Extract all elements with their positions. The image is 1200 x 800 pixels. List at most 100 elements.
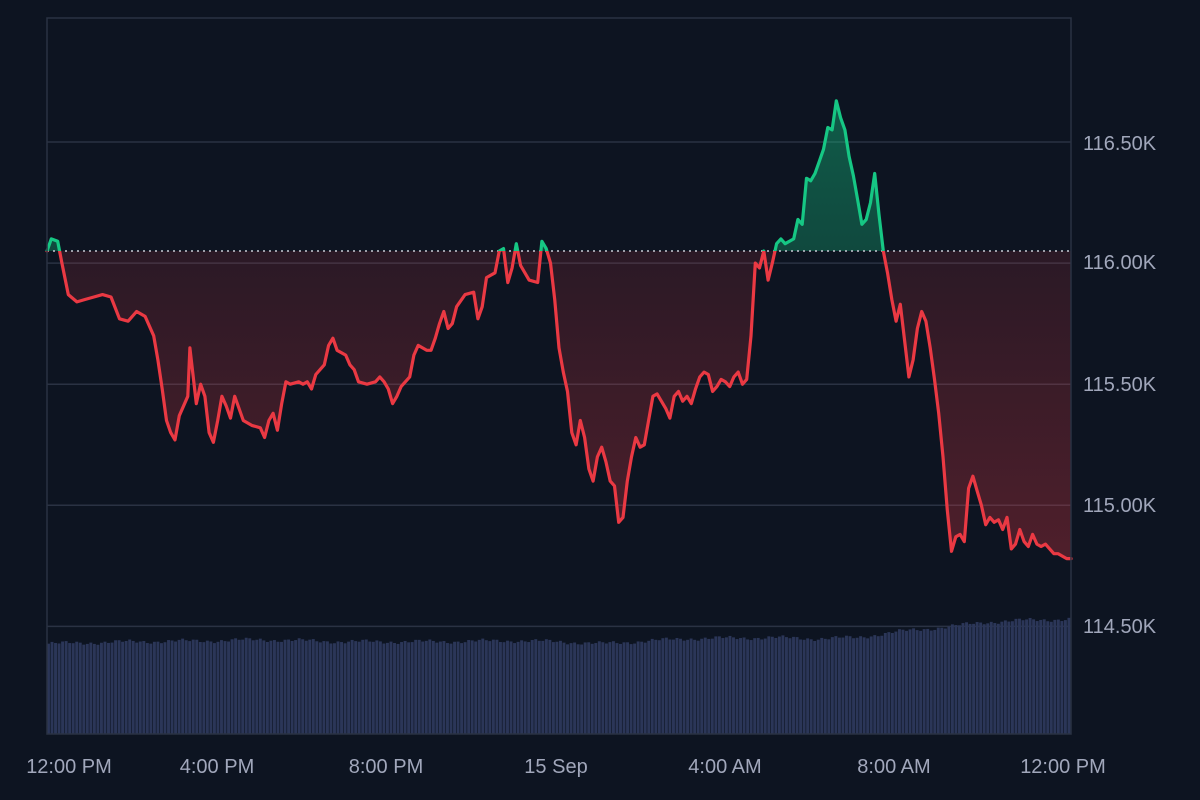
- volume-bar: [926, 628, 930, 734]
- volume-bar: [361, 639, 365, 734]
- volume-bar: [788, 638, 792, 734]
- volume-bar: [124, 640, 128, 734]
- volume-bar: [703, 637, 707, 734]
- volume-bar: [661, 638, 665, 734]
- volume-bar: [280, 641, 283, 734]
- volume-bar: [138, 641, 142, 734]
- volume-bar: [735, 639, 739, 734]
- volume-bar: [357, 641, 361, 734]
- volume-bar: [135, 642, 139, 734]
- x-axis: 12:00 PM 4:00 PM 8:00 PM 15 Sep 4:00 AM …: [26, 756, 1106, 778]
- volume-bar: [92, 643, 96, 734]
- volume-bar: [371, 641, 375, 734]
- volume-bar: [958, 625, 961, 734]
- area-above-baseline: [47, 100, 884, 251]
- volume-bar: [453, 641, 456, 734]
- volume-bar: [400, 642, 404, 734]
- volume-bar: [852, 638, 856, 734]
- volume-bar: [700, 638, 704, 734]
- volume-bar: [562, 642, 566, 734]
- volume-bar: [78, 642, 82, 734]
- volume-bar: [855, 637, 859, 734]
- volume-bar: [848, 636, 852, 734]
- volume-bar: [756, 637, 760, 734]
- volume-bar: [375, 640, 379, 734]
- volume-bar: [435, 642, 439, 734]
- volume-bar: [961, 623, 965, 734]
- volume-bar: [1028, 617, 1032, 734]
- volume-bar: [590, 643, 594, 734]
- volume-bar: [1032, 619, 1036, 734]
- volume-bar: [830, 637, 834, 734]
- volume-bar: [640, 641, 644, 734]
- volume-bar: [784, 637, 788, 734]
- volume-bar: [619, 643, 622, 734]
- volume-bar: [523, 641, 527, 734]
- volume-bar: [979, 622, 983, 734]
- volume-bar: [99, 642, 103, 734]
- volume-bar: [551, 642, 555, 734]
- volume-bar: [799, 639, 803, 734]
- volume-bar: [488, 641, 492, 734]
- volume-bar: [922, 629, 926, 734]
- volume-bar: [908, 629, 912, 734]
- volume-bar: [537, 640, 541, 734]
- volume-bar: [527, 642, 531, 734]
- volume-bar: [862, 637, 866, 734]
- volume-bar: [742, 637, 746, 734]
- volume-bar: [495, 639, 499, 734]
- volume-bar: [968, 623, 972, 734]
- price-area: [47, 100, 1071, 559]
- volume-bar: [1035, 621, 1039, 734]
- volume-bar: [693, 639, 697, 734]
- volume-bar: [54, 642, 57, 734]
- volume-bar: [749, 640, 753, 734]
- volume-bar: [131, 640, 135, 734]
- volume-bar: [301, 639, 305, 734]
- volume-bar: [198, 642, 202, 734]
- volume-bar: [993, 623, 997, 734]
- volume-bar: [498, 642, 502, 734]
- volume-bar: [287, 639, 291, 734]
- volume-bar: [1018, 618, 1021, 734]
- volume-bar: [947, 626, 951, 734]
- volume-bar: [636, 641, 640, 734]
- volume-bar: [378, 641, 382, 734]
- volume-bar: [428, 639, 432, 734]
- volume-bar: [544, 639, 548, 734]
- volume-bar: [68, 643, 72, 734]
- volume-bar: [297, 638, 301, 734]
- volume-bar: [823, 638, 827, 734]
- volume-bar: [802, 639, 806, 734]
- volume-bar: [509, 641, 513, 734]
- volume-bar: [664, 637, 668, 734]
- volume-bar: [414, 639, 418, 734]
- x-tick-label: 15 Sep: [524, 756, 587, 778]
- volume-bar: [446, 643, 449, 734]
- volume-bar: [940, 627, 944, 734]
- volume-bar: [484, 640, 488, 734]
- volume-bar: [61, 641, 65, 734]
- volume-bar: [583, 642, 587, 734]
- volume-bar: [905, 630, 908, 734]
- volume-bar: [809, 639, 813, 734]
- volume-bar: [859, 636, 863, 734]
- volume-bar: [989, 621, 993, 734]
- volume-bar: [611, 641, 615, 734]
- volume-bar: [1067, 617, 1071, 734]
- volume-bar: [890, 633, 894, 734]
- volume-bar: [767, 636, 771, 734]
- volume-bar: [587, 642, 591, 734]
- volume-bar: [502, 642, 506, 734]
- volume-bar: [912, 628, 916, 734]
- x-tick-label: 8:00 AM: [857, 756, 930, 778]
- volume-bar: [304, 640, 308, 734]
- volume-bar: [354, 641, 358, 734]
- volume-bar: [477, 639, 481, 734]
- volume-bar: [901, 629, 905, 734]
- volume-bar: [205, 640, 209, 734]
- volume-bar: [986, 623, 990, 734]
- volume-bar: [311, 639, 315, 734]
- volume-bar: [972, 623, 976, 734]
